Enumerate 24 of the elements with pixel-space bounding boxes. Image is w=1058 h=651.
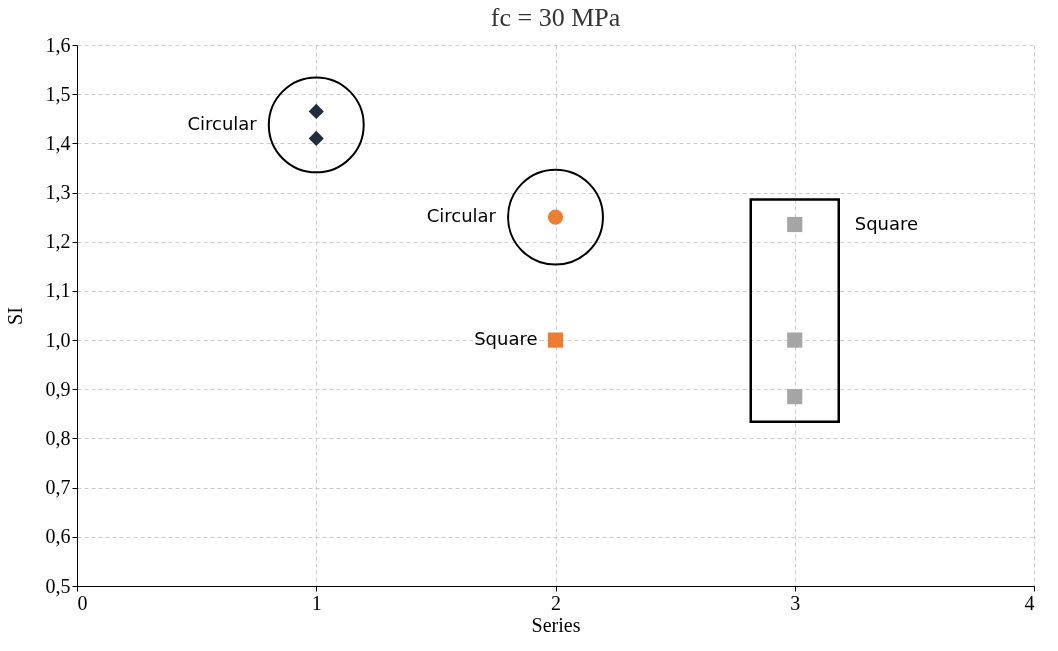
y-tick-label: 0,9 bbox=[45, 377, 71, 400]
y-axis-title: SI bbox=[3, 307, 26, 325]
x-tick-label: 3 bbox=[790, 591, 801, 614]
y-tick-label: 0,8 bbox=[45, 426, 71, 449]
y-tick-label: 1,0 bbox=[45, 328, 71, 351]
y-tick-label: 0,5 bbox=[45, 574, 71, 597]
annotation: Square bbox=[854, 212, 919, 234]
x-tick-label: 2 bbox=[551, 591, 561, 614]
annotation: Square bbox=[474, 328, 538, 350]
y-tick-label: 0,6 bbox=[45, 525, 71, 548]
y-tick-label: 1,4 bbox=[45, 131, 71, 154]
y-tick-label: 1,6 bbox=[45, 33, 71, 56]
y-tick-label: 1,1 bbox=[45, 279, 71, 302]
y-tick-label: 0,7 bbox=[45, 476, 71, 499]
y-tick-label: 1,5 bbox=[45, 82, 71, 105]
annotation: Circular bbox=[187, 112, 258, 134]
x-tick-label: 0 bbox=[77, 591, 88, 614]
y-tick-label: 1,3 bbox=[45, 181, 71, 204]
x-tick-label: 4 bbox=[1024, 591, 1035, 614]
x-tick-label: 1 bbox=[311, 591, 322, 614]
y-tick-label: 1,2 bbox=[45, 230, 71, 253]
x-axis-title: Series bbox=[531, 613, 581, 636]
annotation: Circular bbox=[426, 205, 497, 227]
chart-title: fc = 30 MPa bbox=[490, 3, 621, 32]
